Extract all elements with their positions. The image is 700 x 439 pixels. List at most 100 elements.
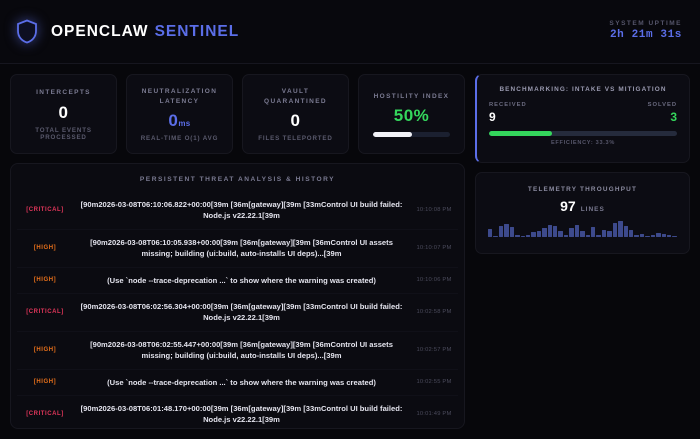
sparkline-bar — [531, 232, 536, 237]
right-column: BENCHMARKING: INTAKE VS MITIGATION RECEI… — [475, 74, 690, 429]
benchmarking-title: BENCHMARKING: INTAKE VS MITIGATION — [499, 86, 667, 93]
efficiency-progress-bar — [489, 131, 677, 136]
efficiency-progress-fill — [489, 131, 552, 136]
log-message: [90m2026-03-08T06:10:06.822+00:00[39m [3… — [80, 200, 403, 221]
threat-log-panel: PERSISTENT THREAT ANALYSIS & HISTORY [CR… — [10, 163, 465, 429]
log-message: (Use `node --trace-deprecation ...` to s… — [107, 377, 376, 387]
log-message: [90m2026-03-08T06:02:56.304+00:00[39m [3… — [80, 301, 403, 323]
telemetry-title: TELEMETRY THROUGHPUT — [527, 186, 638, 193]
log-severity-badge: [CRITICAL] — [26, 411, 64, 418]
sparkline-bar — [601, 229, 607, 237]
sparkline-bar — [639, 233, 645, 237]
sparkline-bar — [520, 235, 525, 237]
log-message: [90m2026-03-08T06:02:55.447+00:00[39m [3… — [90, 339, 393, 361]
sparkline-bar — [504, 224, 509, 237]
stat-label: VAULT QUARANTINED — [264, 88, 327, 105]
stat-card-intercepts[interactable]: INTERCEPTS 0 TOTAL EVENTS PROCESSED — [10, 74, 117, 154]
telemetry-value-row: 97 LINES — [560, 199, 605, 213]
uptime-value: 2h 21m 31s — [609, 29, 682, 42]
sparkline-bar — [563, 235, 569, 237]
sparkline-bar — [509, 227, 515, 237]
log-timestamp: 10:02:58 PM — [416, 309, 452, 316]
benchmark-received: RECEIVED 9 — [489, 102, 527, 123]
stat-value: 0 — [290, 110, 301, 130]
log-timestamp: 10:02:55 PM — [416, 379, 452, 386]
log-row[interactable]: [HIGH] [90m2026-03-08T06:10:05.938+00:00[… — [17, 228, 458, 267]
benchmarking-values: RECEIVED 9 SOLVED 3 — [489, 102, 677, 123]
sparkline-bar — [607, 230, 612, 237]
log-severity-badge: [CRITICAL] — [26, 207, 64, 214]
log-severity-badge: [HIGH] — [33, 347, 57, 354]
sparkline-bar — [585, 234, 591, 237]
sparkline-bar — [558, 230, 563, 237]
log-row[interactable]: [HIGH] (Use `node --trace-deprecation ...… — [17, 266, 458, 293]
stat-sublabel: TOTAL EVENTS PROCESSED — [35, 126, 92, 141]
stat-card-vault-quarantined[interactable]: VAULT QUARANTINED 0 FILES TELEPORTED — [242, 74, 349, 154]
brand: OPENCLAW SENTINEL — [14, 18, 239, 46]
log-row[interactable]: [CRITICAL] [90m2026-03-08T06:10:06.822+00… — [17, 192, 458, 229]
telemetry-unit: LINES — [580, 206, 605, 213]
telemetry-panel: TELEMETRY THROUGHPUT 97 LINES — [475, 172, 690, 254]
log-message: [90m2026-03-08T06:10:05.938+00:00[39m [3… — [90, 237, 393, 259]
hostility-progress-bar — [373, 132, 450, 138]
log-message: [90m2026-03-08T06:01:48.170+00:00[39m [3… — [80, 403, 403, 425]
log-row[interactable]: [CRITICAL] [90m2026-03-08T06:02:56.304+00… — [17, 292, 458, 331]
stat-value-unit: ms — [178, 118, 191, 128]
stat-label: HOSTILITY INDEX — [373, 92, 450, 100]
sparkline-bar — [666, 234, 672, 237]
sparkline-bar — [574, 224, 580, 237]
hostility-progress-fill — [373, 132, 412, 138]
log-row[interactable]: [CRITICAL] [90m2026-03-08T06:01:48.170+00… — [17, 394, 458, 428]
benchmark-solved: SOLVED 3 — [648, 102, 677, 123]
log-timestamp: 10:02:57 PM — [416, 347, 452, 354]
sparkline-bar — [661, 233, 666, 237]
stat-card-neutralization-latency[interactable]: NEUTRALIZATION LATENCY 0ms REAL-TIME O(1… — [126, 74, 233, 154]
sparkline-bar — [542, 227, 547, 237]
dashboard-body: INTERCEPTS 0 TOTAL EVENTS PROCESSED NEUT… — [0, 64, 700, 439]
telemetry-sparkline — [488, 221, 677, 237]
log-timestamp: 10:10:08 PM — [416, 207, 452, 214]
system-uptime: SYSTEM UPTIME 2h 21m 31s — [609, 19, 682, 44]
sparkline-bar — [645, 235, 650, 237]
stat-card-hostility-index[interactable]: HOSTILITY INDEX 50% — [358, 74, 465, 154]
stat-cards-row: INTERCEPTS 0 TOTAL EVENTS PROCESSED NEUT… — [10, 74, 465, 154]
sparkline-bar — [569, 227, 574, 237]
log-timestamp: 10:10:06 PM — [416, 277, 452, 284]
telemetry-value: 97 — [560, 198, 576, 214]
right-column-spacer — [475, 263, 690, 429]
benchmark-received-label: RECEIVED — [489, 102, 527, 108]
sparkline-bar — [650, 235, 656, 237]
left-column: INTERCEPTS 0 TOTAL EVENTS PROCESSED NEUT… — [10, 74, 465, 429]
log-row[interactable]: [HIGH] [90m2026-03-08T06:02:55.447+00:00[… — [17, 330, 458, 369]
log-row[interactable]: [HIGH] (Use `node --trace-deprecation ...… — [17, 368, 458, 395]
benchmark-received-value: 9 — [489, 110, 496, 124]
sparkline-bar — [623, 226, 628, 237]
log-timestamp: 10:10:07 PM — [416, 245, 452, 252]
uptime-label: SYSTEM UPTIME — [609, 19, 682, 27]
benchmarking-panel: BENCHMARKING: INTAKE VS MITIGATION RECEI… — [475, 74, 690, 163]
stat-value: 50% — [393, 106, 430, 126]
sparkline-bar — [547, 225, 553, 237]
stat-label: NEUTRALIZATION LATENCY — [141, 88, 218, 105]
stat-label: INTERCEPTS — [36, 89, 91, 97]
stat-value: 0 — [58, 102, 69, 122]
sparkline-bar — [628, 229, 634, 237]
threat-log-list[interactable]: [CRITICAL] [90m2026-03-08T06:10:06.822+00… — [11, 192, 464, 428]
threat-log-title: PERSISTENT THREAT ANALYSIS & HISTORY — [139, 176, 336, 183]
log-timestamp: 10:01:49 PM — [416, 411, 452, 418]
brand-title: OPENCLAW SENTINEL — [51, 23, 239, 41]
log-severity-badge: [HIGH] — [33, 277, 57, 284]
log-severity-badge: [HIGH] — [33, 379, 57, 386]
sparkline-bar — [591, 226, 596, 237]
efficiency-label: EFFICIENCY: 33.3% — [550, 140, 616, 146]
sparkline-bar — [672, 235, 677, 237]
sparkline-bar — [553, 225, 558, 237]
sparkline-bar — [596, 235, 601, 237]
sparkline-bar — [618, 221, 623, 237]
brand-secondary: SENTINEL — [154, 22, 240, 40]
benchmark-solved-value: 3 — [670, 110, 677, 124]
sparkline-bar — [488, 228, 493, 237]
sparkline-bar — [498, 225, 504, 237]
log-severity-badge: [HIGH] — [33, 245, 57, 252]
